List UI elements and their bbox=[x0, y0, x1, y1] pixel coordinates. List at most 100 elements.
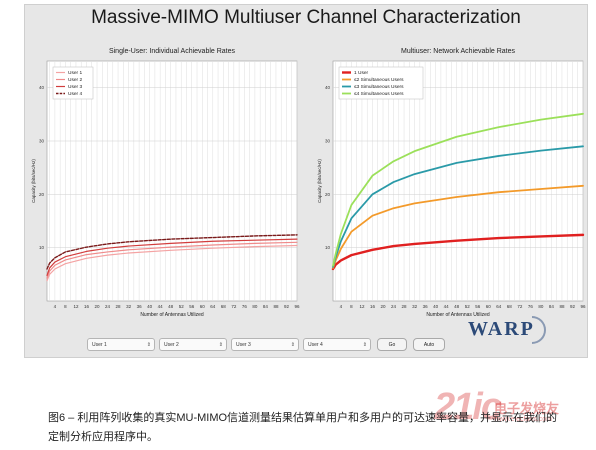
user-2-select[interactable]: User 2 ⇕ bbox=[159, 338, 227, 351]
x-tick-label: 24 bbox=[391, 304, 397, 309]
watermark-text: 电子发烧友 bbox=[494, 401, 560, 416]
warp-logo: WARP bbox=[468, 318, 535, 340]
x-tick-label: 44 bbox=[444, 304, 450, 309]
y-axis-label: Capacity (bits/sec/Hz) bbox=[31, 159, 36, 203]
charts-area: Single-User: Individual Achievable Rates… bbox=[31, 48, 586, 318]
figure-caption: 图6 – 利用阵列收集的真实MU-MIMO信道测量结果估算单用户和多用户的可达速… bbox=[48, 412, 558, 443]
y-tick-label: 20 bbox=[325, 192, 331, 197]
user-3-select[interactable]: User 3 ⇕ bbox=[231, 338, 299, 351]
series-line-4 bbox=[46, 234, 298, 270]
chevron-updown-icon: ⇕ bbox=[218, 342, 223, 348]
legend-entry: 1 User bbox=[354, 70, 369, 76]
series-line-2 bbox=[332, 184, 584, 269]
page-title: Massive-MIMO Multiuser Channel Character… bbox=[91, 7, 521, 28]
chart-title: Multiuser: Network Achievable Rates bbox=[401, 48, 515, 55]
series-line-4 bbox=[332, 112, 584, 267]
x-tick-label: 4 bbox=[340, 304, 343, 309]
x-tick-label: 16 bbox=[370, 304, 376, 309]
legend-entry: ≤4 Simultaneous Users bbox=[354, 91, 404, 97]
x-tick-label: 96 bbox=[580, 304, 586, 309]
x-tick-label: 36 bbox=[423, 304, 429, 309]
x-tick-label: 60 bbox=[200, 304, 206, 309]
series-line-3 bbox=[46, 238, 298, 276]
x-tick-label: 36 bbox=[137, 304, 143, 309]
legend-box bbox=[338, 66, 424, 100]
x-tick-label: 20 bbox=[380, 304, 386, 309]
x-tick-label: 84 bbox=[263, 304, 269, 309]
x-tick-label: 48 bbox=[454, 304, 460, 309]
x-tick-label: 12 bbox=[73, 304, 79, 309]
plot-area bbox=[46, 60, 298, 302]
x-tick-label: 32 bbox=[412, 304, 418, 309]
x-tick-label: 64 bbox=[210, 304, 216, 309]
user-4-select[interactable]: User 4 ⇕ bbox=[303, 338, 371, 351]
legend-entry: User 1 bbox=[68, 70, 82, 76]
x-tick-label: 60 bbox=[486, 304, 492, 309]
x-tick-label: 56 bbox=[189, 304, 195, 309]
x-axis-label: Number of Antennas Utilized bbox=[426, 312, 490, 318]
legend-entry: ≤2 Simultaneous Users bbox=[354, 77, 404, 83]
user-2-select-value: User 2 bbox=[164, 342, 179, 348]
legend-entry: User 4 bbox=[68, 91, 82, 97]
series-line-3 bbox=[332, 145, 584, 268]
x-tick-label: 72 bbox=[231, 304, 237, 309]
plot-area bbox=[332, 60, 584, 302]
chevron-updown-icon: ⇕ bbox=[146, 342, 151, 348]
y-tick-label: 40 bbox=[39, 85, 45, 90]
user-1-select-value: User 1 bbox=[92, 342, 107, 348]
x-tick-label: 28 bbox=[116, 304, 122, 309]
x-tick-label: 72 bbox=[517, 304, 523, 309]
x-tick-label: 88 bbox=[273, 304, 279, 309]
control-bar: User 1 ⇕ User 2 ⇕ User 3 ⇕ User 4 ⇕ Go Auto bbox=[25, 338, 587, 356]
x-tick-label: 56 bbox=[475, 304, 481, 309]
x-tick-label: 24 bbox=[105, 304, 111, 309]
x-tick-label: 92 bbox=[284, 304, 290, 309]
user-1-select[interactable]: User 1 ⇕ bbox=[87, 338, 155, 351]
x-tick-label: 32 bbox=[126, 304, 132, 309]
x-tick-label: 68 bbox=[221, 304, 227, 309]
x-tick-label: 68 bbox=[507, 304, 513, 309]
x-tick-label: 84 bbox=[549, 304, 555, 309]
y-tick-label: 10 bbox=[325, 245, 331, 250]
series-line-1 bbox=[46, 244, 298, 282]
y-tick-label: 10 bbox=[39, 245, 45, 250]
y-tick-label: 20 bbox=[39, 192, 45, 197]
watermark-digits: 21ic bbox=[434, 386, 502, 428]
x-tick-label: 20 bbox=[94, 304, 100, 309]
legend-entry: ≤3 Simultaneous Users bbox=[354, 84, 404, 90]
user-4-select-value: User 4 bbox=[308, 342, 323, 348]
x-tick-label: 40 bbox=[433, 304, 439, 309]
go-button[interactable]: Go bbox=[377, 338, 407, 351]
y-tick-label: 30 bbox=[325, 139, 331, 144]
legend-entry: User 3 bbox=[68, 84, 82, 90]
series-line-1 bbox=[331, 233, 585, 271]
legend-entry: User 2 bbox=[68, 77, 82, 83]
y-tick-label: 30 bbox=[39, 139, 45, 144]
series-line-2 bbox=[46, 241, 298, 279]
chevron-updown-icon: ⇕ bbox=[290, 342, 295, 348]
chevron-updown-icon: ⇕ bbox=[362, 342, 367, 348]
x-tick-label: 44 bbox=[158, 304, 164, 309]
x-tick-label: 12 bbox=[359, 304, 365, 309]
x-tick-label: 76 bbox=[242, 304, 248, 309]
analysis-app-window: Massive-MIMO Multiuser Channel Character… bbox=[24, 4, 588, 358]
y-axis-label: Capacity (bits/sec/Hz) bbox=[317, 159, 322, 203]
x-tick-label: 80 bbox=[252, 304, 258, 309]
x-tick-label: 80 bbox=[538, 304, 544, 309]
y-tick-label: 40 bbox=[325, 85, 331, 90]
x-tick-label: 8 bbox=[64, 304, 67, 309]
x-tick-label: 28 bbox=[402, 304, 408, 309]
x-tick-label: 8 bbox=[350, 304, 353, 309]
auto-button[interactable]: Auto bbox=[413, 338, 445, 351]
chart-title: Single-User: Individual Achievable Rates bbox=[109, 48, 236, 55]
watermark-url: www.elecfans.com bbox=[494, 416, 552, 423]
x-tick-label: 4 bbox=[54, 304, 57, 309]
x-tick-label: 76 bbox=[528, 304, 534, 309]
x-tick-label: 48 bbox=[168, 304, 174, 309]
x-tick-label: 16 bbox=[84, 304, 90, 309]
x-tick-label: 92 bbox=[570, 304, 576, 309]
x-tick-label: 64 bbox=[496, 304, 502, 309]
x-axis-label: Number of Antennas Utilized bbox=[140, 312, 204, 318]
user-3-select-value: User 3 bbox=[236, 342, 251, 348]
x-tick-label: 52 bbox=[179, 304, 185, 309]
